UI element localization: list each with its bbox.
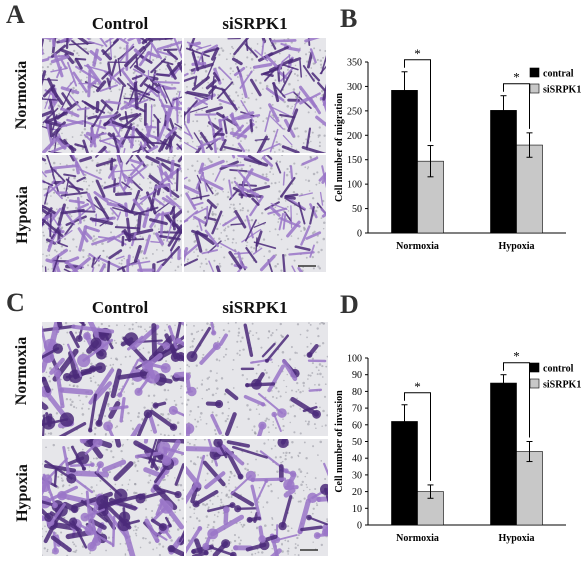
panel-label-a: A [6, 0, 25, 29]
micrograph-a-control-hypoxia [42, 155, 182, 272]
chart-d: 0 10 20 30 40 50 60 70 80 90 100 Cell number of inv… [334, 349, 581, 544]
panel-label-d: D [340, 290, 359, 319]
y-tick-label: 50 [352, 204, 362, 215]
x-tick-label: Hypoxia [498, 241, 534, 252]
column-heading-control-a: Control [91, 14, 149, 33]
x-tick-label: Normoxia [396, 241, 439, 252]
y-tick-label: 30 [352, 470, 362, 481]
chart-b: 0 50 100 150 200 250 300 350 Cell number of migr… [334, 46, 581, 252]
y-tick-label: 100 [347, 354, 362, 365]
y-tick-label: 20 [352, 487, 362, 498]
significance-bracket [404, 59, 431, 142]
micrograph-a-control-normoxia [42, 38, 182, 153]
legend-swatch [529, 378, 540, 389]
significance-bracket [503, 362, 530, 438]
micrograph-a-sisrpk1-hypoxia [184, 155, 326, 272]
panel-label-c: C [6, 288, 25, 317]
bar-hypoxia-sisrpk1 [516, 451, 543, 526]
bar-normoxia-control [391, 421, 418, 526]
x-tick-label: Normoxia [396, 533, 439, 544]
legend-swatch [529, 67, 540, 78]
y-tick-label: 60 [352, 420, 362, 431]
significance-star: * [414, 46, 421, 61]
significance-star: * [414, 379, 421, 394]
column-heading-sisrpk1-a: siSRPK1 [222, 14, 288, 33]
legend-swatch [529, 83, 540, 94]
y-axis-label: Cell number of invasion [334, 390, 345, 493]
significance-bracket [503, 83, 530, 129]
micrograph-c-sisrpk1-normoxia [186, 322, 328, 436]
y-tick-label: 0 [357, 521, 362, 532]
column-heading-sisrpk1-c: siSRPK1 [222, 298, 288, 317]
x-tick-label: Hypoxia [498, 533, 534, 544]
y-tick-label: 150 [347, 155, 362, 166]
legend-label: siSRPK1 [543, 380, 581, 391]
y-tick-label: 200 [347, 131, 362, 142]
y-tick-label: 90 [352, 370, 362, 381]
micrograph-c-sisrpk1-hypoxia [186, 439, 328, 556]
y-tick-label: 0 [357, 229, 362, 240]
bar-hypoxia-control [490, 382, 517, 526]
y-tick-label: 250 [347, 106, 362, 117]
panel-label-b: B [340, 4, 358, 33]
bar-normoxia-contral [391, 90, 418, 234]
y-tick-label: 40 [352, 454, 362, 465]
significance-star: * [513, 70, 520, 85]
legend-label: control [543, 364, 574, 375]
y-tick-label: 50 [352, 437, 362, 448]
y-axis-label: Cell number of migration [334, 93, 345, 202]
y-tick-label: 10 [352, 504, 362, 515]
y-tick-label: 100 [347, 180, 362, 191]
y-tick-label: 70 [352, 404, 362, 415]
legend-label: siSRPK1 [543, 85, 581, 96]
significance-star: * [513, 349, 520, 364]
legend-swatch [529, 362, 540, 373]
micrograph-c-control-normoxia [42, 322, 184, 436]
y-tick-label: 80 [352, 387, 362, 398]
micrograph-c-control-hypoxia [42, 439, 184, 556]
significance-bracket [404, 392, 431, 481]
bar-hypoxia-contral [490, 110, 517, 234]
y-tick-label: 350 [347, 58, 362, 69]
bar-hypoxia-sisrpk1 [516, 144, 543, 234]
legend-label: contral [543, 69, 574, 80]
micrograph-a-sisrpk1-normoxia [184, 38, 326, 153]
column-heading-control-c: Control [91, 298, 149, 317]
y-tick-label: 300 [347, 82, 362, 93]
